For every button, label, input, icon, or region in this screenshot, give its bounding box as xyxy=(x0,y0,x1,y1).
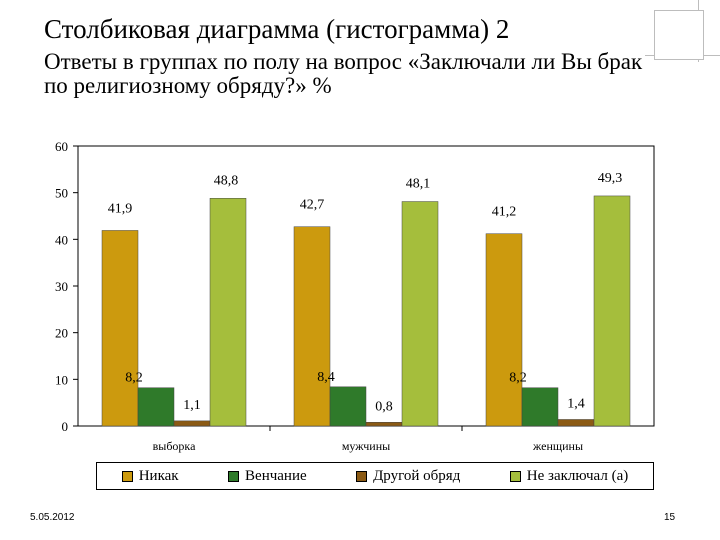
x-category-label: мужчины xyxy=(342,439,390,453)
bar-nikak xyxy=(101,230,139,427)
y-tick-label: 20 xyxy=(55,326,68,341)
legend-swatch-nikak xyxy=(121,470,133,482)
legend-swatch-venchanie xyxy=(228,470,240,482)
y-tick-label: 40 xyxy=(55,232,68,247)
bar-nikak xyxy=(485,233,523,427)
data-label-ne-zaklyuchal: 49,3 xyxy=(598,171,623,186)
data-label-ne-zaklyuchal: 48,1 xyxy=(406,177,431,192)
data-label-drugoy: 1,4 xyxy=(567,396,585,411)
chart-legend: Никак Венчание Другой обряд Не заключал … xyxy=(96,462,654,490)
legend-label-drugoy: Другой обряд xyxy=(373,467,461,484)
plot-area-border xyxy=(77,145,655,427)
footer-date: 5.05.2012 xyxy=(30,512,75,523)
data-label-ne-zaklyuchal: 48,8 xyxy=(214,173,239,188)
y-tick-label: 60 xyxy=(55,139,68,154)
y-tick-label: 30 xyxy=(55,279,68,294)
corner-decor-box xyxy=(654,10,704,60)
bar-drugoy xyxy=(365,422,403,427)
legend-item-nikak: Никак xyxy=(121,467,179,485)
legend-swatch-drugoy xyxy=(356,470,368,482)
bar-ne-zaklyuchal xyxy=(401,201,439,427)
data-label-nikak: 42,7 xyxy=(300,198,325,213)
slide-subtitle: Ответы в группах по полу на вопрос «Закл… xyxy=(44,49,643,98)
legend-label-venchanie: Венчание xyxy=(245,467,307,484)
x-category-label: женщины xyxy=(532,439,583,453)
legend-swatch-ne-zaklyuchal xyxy=(509,470,521,482)
y-tick-label: 50 xyxy=(55,186,68,201)
bar-venchanie xyxy=(329,386,367,427)
x-category-label: выборка xyxy=(153,439,196,453)
data-label-nikak: 41,2 xyxy=(492,205,517,220)
data-label-venchanie: 8,4 xyxy=(317,370,335,385)
data-label-nikak: 41,9 xyxy=(108,201,133,216)
bar-nikak xyxy=(293,226,331,427)
y-tick-label: 10 xyxy=(55,372,68,387)
y-tick-label: 0 xyxy=(62,419,69,434)
bar-ne-zaklyuchal xyxy=(593,195,631,427)
bar-venchanie xyxy=(137,387,175,427)
data-label-drugoy: 0,8 xyxy=(375,399,393,414)
bar-venchanie xyxy=(521,387,559,427)
legend-label-nikak: Никак xyxy=(138,467,179,484)
bar-drugoy xyxy=(557,419,595,427)
data-label-venchanie: 8,2 xyxy=(125,371,143,386)
data-label-venchanie: 8,2 xyxy=(509,371,527,386)
footer-page-number: 15 xyxy=(664,512,676,523)
data-label-drugoy: 1,1 xyxy=(183,398,201,413)
legend-item-ne-zaklyuchal: Не заключал (а) xyxy=(509,467,629,485)
slide-title: Столбиковая диаграмма (гистограмма) 2 xyxy=(44,14,510,44)
legend-item-drugoy: Другой обряд xyxy=(356,468,460,485)
bar-drugoy xyxy=(173,420,211,427)
bar-ne-zaklyuchal xyxy=(209,198,247,427)
legend-item-venchanie: Венчание xyxy=(228,468,307,485)
legend-label-ne-zaklyuchal: Не заключал (а) xyxy=(526,467,629,484)
